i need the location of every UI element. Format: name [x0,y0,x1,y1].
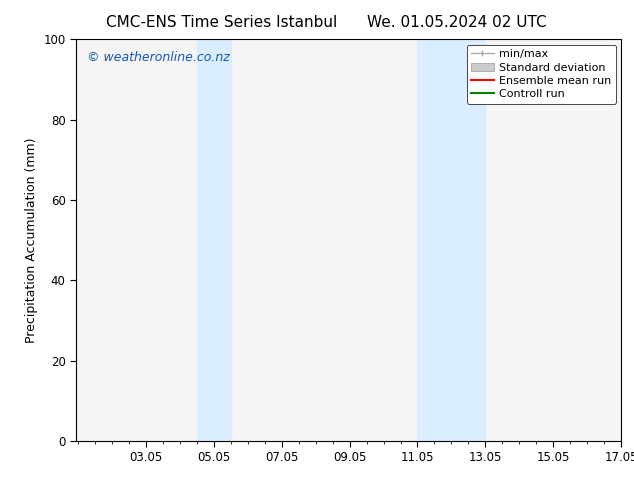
Text: CMC-ENS Time Series Istanbul: CMC-ENS Time Series Istanbul [107,15,337,30]
Bar [197,39,231,441]
Text: © weatheronline.co.nz: © weatheronline.co.nz [87,51,230,64]
Text: We. 01.05.2024 02 UTC: We. 01.05.2024 02 UTC [366,15,547,30]
Y-axis label: Precipitation Accumulation (mm): Precipitation Accumulation (mm) [25,137,38,343]
Bar [418,39,486,441]
Legend: min/max, Standard deviation, Ensemble mean run, Controll run: min/max, Standard deviation, Ensemble me… [467,45,616,104]
